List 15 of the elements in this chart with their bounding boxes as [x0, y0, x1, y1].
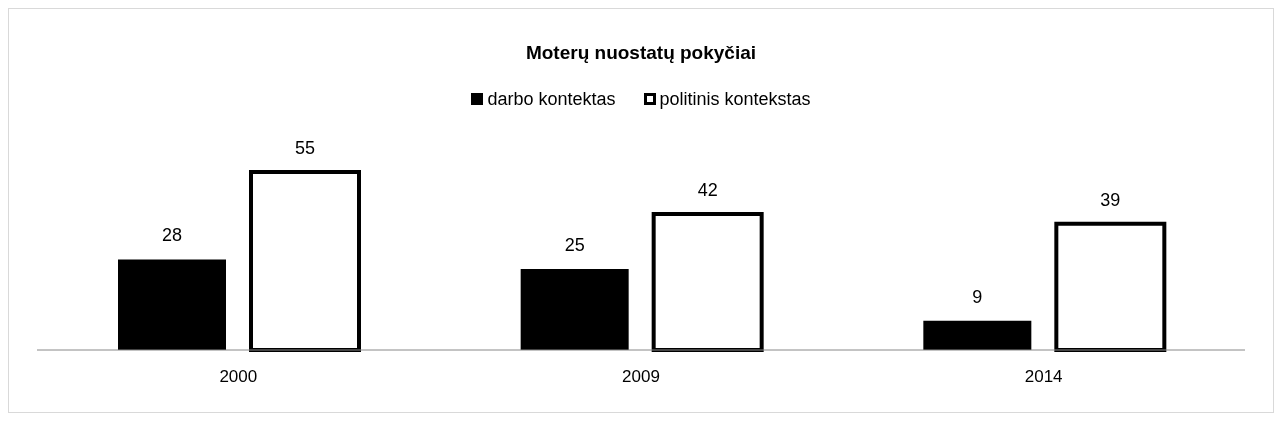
- bar: [118, 259, 226, 350]
- legend-label: darbo kontektas: [486, 88, 616, 110]
- data-label: 28: [161, 225, 183, 246]
- data-label: 39: [1100, 189, 1121, 210]
- x-tick-label: 2000: [219, 367, 258, 387]
- x-tick-label: 2009: [622, 367, 660, 387]
- data-label: 25: [564, 235, 585, 256]
- x-tick-label: 2014: [1024, 367, 1063, 387]
- legend-label: politinis kontekstas: [658, 88, 811, 110]
- data-label: 9: [972, 286, 983, 307]
- data-label: 42: [697, 180, 718, 201]
- data-label: 55: [294, 138, 316, 158]
- bar: [923, 320, 1032, 350]
- bar: [520, 269, 629, 350]
- chart-title: Moterų nuostatų pokyčiai: [524, 41, 758, 65]
